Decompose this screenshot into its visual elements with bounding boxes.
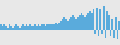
Bar (98, 30, 99, 36)
Bar (69, 19, 70, 30)
Bar (91, 13, 93, 30)
Bar (26, 24, 27, 30)
Bar (38, 24, 39, 30)
Bar (22, 24, 24, 30)
Bar (105, 30, 106, 37)
Bar (65, 19, 67, 30)
Bar (62, 19, 63, 30)
Bar (15, 24, 17, 30)
Bar (58, 22, 60, 30)
Bar (33, 26, 34, 30)
Bar (9, 24, 10, 30)
Bar (77, 17, 79, 30)
Bar (43, 24, 45, 30)
Bar (82, 15, 84, 30)
Bar (36, 26, 38, 30)
Bar (87, 13, 89, 30)
Bar (39, 26, 41, 30)
Bar (70, 17, 72, 30)
Bar (7, 28, 9, 30)
Bar (115, 17, 117, 30)
Bar (117, 30, 118, 39)
Bar (19, 28, 21, 30)
Bar (94, 30, 96, 34)
Bar (21, 26, 22, 30)
Bar (48, 24, 50, 30)
Bar (63, 17, 65, 30)
Bar (3, 24, 5, 30)
Bar (75, 19, 77, 30)
Bar (12, 28, 14, 30)
Bar (86, 15, 87, 30)
Bar (96, 8, 98, 30)
Bar (74, 17, 75, 30)
Bar (113, 30, 115, 37)
Bar (51, 24, 53, 30)
Bar (31, 26, 33, 30)
Bar (53, 24, 55, 30)
Bar (118, 21, 120, 30)
Bar (2, 26, 3, 30)
Bar (103, 6, 105, 30)
Bar (50, 24, 51, 30)
Bar (79, 15, 81, 30)
Bar (101, 30, 103, 34)
Bar (67, 21, 69, 30)
Bar (111, 19, 113, 30)
Bar (99, 9, 101, 30)
Bar (89, 11, 91, 30)
Bar (27, 26, 29, 30)
Bar (110, 30, 111, 36)
Bar (34, 24, 36, 30)
Bar (81, 13, 82, 30)
Bar (108, 15, 110, 30)
Bar (29, 24, 31, 30)
Bar (60, 21, 62, 30)
Bar (0, 24, 2, 30)
Bar (10, 26, 12, 30)
Bar (84, 17, 86, 30)
Bar (93, 9, 94, 30)
Bar (5, 26, 7, 30)
Bar (17, 26, 19, 30)
Bar (24, 26, 26, 30)
Bar (45, 26, 46, 30)
Bar (106, 11, 108, 30)
Bar (41, 24, 43, 30)
Bar (57, 24, 58, 30)
Bar (14, 26, 15, 30)
Bar (46, 24, 48, 30)
Bar (72, 15, 74, 30)
Bar (55, 22, 57, 30)
